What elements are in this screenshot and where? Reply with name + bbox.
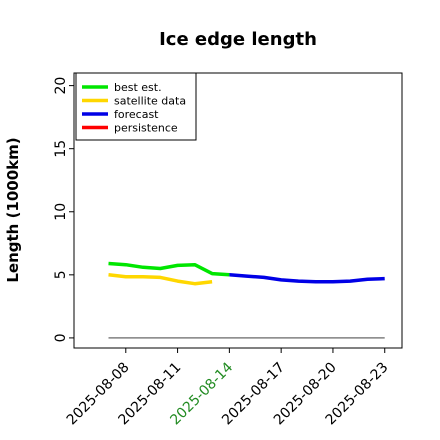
y-tick-label: 15 [53,140,69,158]
y-tick-label: 10 [53,203,69,221]
series-line-forecast [229,273,385,284]
series-line-satellite-data [108,273,213,286]
legend-label: persistence [114,122,178,135]
y-tick-label: 0 [53,333,69,342]
legend: best est.satellite dataforecastpersisten… [75,72,197,141]
y-axis-label: Length (1000km) [4,137,22,282]
y-tick-label: 5 [53,270,69,279]
y-ticks: 0 5 10 15 20 [53,77,74,342]
chart-title: Ice edge length [159,29,317,50]
series-line-best-est- [108,261,230,277]
x-ticks: 2025-08-082025-08-112025-08-142025-08-17… [64,348,392,428]
legend-label: best est. [114,81,162,94]
y-tick-label: 20 [53,77,69,95]
legend-label: satellite data [114,95,186,108]
plot-frame [73,72,403,349]
legend-label: forecast [114,108,159,121]
series-layer [108,261,385,286]
